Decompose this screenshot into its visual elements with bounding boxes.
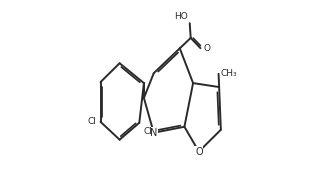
Text: HO: HO: [174, 12, 188, 21]
Text: Cl: Cl: [88, 117, 97, 126]
Text: O: O: [195, 146, 203, 157]
Text: O: O: [203, 44, 210, 53]
Text: Cl: Cl: [144, 127, 153, 136]
Text: CH₃: CH₃: [220, 69, 237, 78]
Text: N: N: [150, 128, 157, 138]
